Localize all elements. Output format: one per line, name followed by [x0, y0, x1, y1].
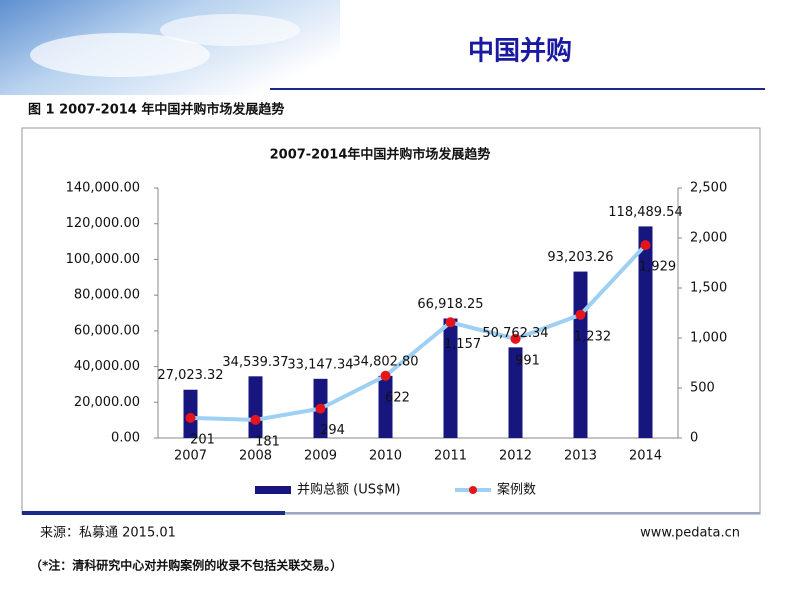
- cloud: [160, 14, 300, 46]
- y2-tick-label: 1,500: [690, 281, 727, 296]
- y-tick-label: 40,000.00: [74, 359, 140, 374]
- line-marker: [575, 309, 586, 320]
- data-label: 27,023.32: [157, 368, 223, 383]
- x-tick-label: 2009: [304, 449, 337, 464]
- data-label: 1,232: [574, 329, 611, 344]
- y-tick-label: 60,000.00: [74, 323, 140, 338]
- data-label: 66,918.25: [417, 297, 483, 312]
- data-label: 294: [320, 423, 345, 438]
- line-marker: [445, 317, 456, 328]
- x-tick-label: 2007: [174, 449, 207, 464]
- legend-label: 并购总额 (US$M): [297, 482, 401, 498]
- line: [190, 243, 647, 422]
- y-tick-label: 0.00: [111, 431, 140, 446]
- y2-tick-label: 2,000: [690, 231, 727, 246]
- data-label: 93,203.26: [547, 250, 613, 265]
- line-marker: [185, 412, 196, 423]
- data-label: 1,929: [639, 260, 676, 275]
- bar: [573, 271, 588, 438]
- data-label: 622: [385, 390, 410, 405]
- data-label: 201: [190, 432, 215, 447]
- website: www.pedata.cn: [640, 526, 740, 541]
- data-label: 33,147.34: [287, 357, 353, 372]
- line-marker: [315, 403, 326, 414]
- cloud: [30, 33, 210, 77]
- line-marker: [510, 333, 521, 344]
- legend-swatch: [469, 486, 477, 494]
- line-marker: [250, 414, 261, 425]
- chart-title: 2007-2014年中国并购市场发展趋势: [270, 147, 491, 163]
- bar: [248, 376, 263, 438]
- bar: [508, 347, 523, 438]
- legend-label: 案例数: [497, 483, 536, 498]
- note: （*注：清科研究中心对并购案例的收录不包括关联交易。）: [30, 558, 342, 573]
- x-tick-label: 2008: [239, 449, 272, 464]
- bar: [443, 318, 458, 438]
- y2-tick-label: 2,500: [690, 181, 727, 196]
- slide-title: 中国并购: [468, 36, 572, 67]
- data-label: 1,157: [444, 337, 481, 352]
- figure-caption: 图 1 2007-2014 年中国并购市场发展趋势: [28, 102, 284, 118]
- line-marker: [380, 370, 391, 381]
- bar: [378, 375, 393, 438]
- data-label: 118,489.54: [608, 205, 682, 220]
- y-tick-label: 80,000.00: [74, 288, 140, 303]
- y2-tick-label: 500: [690, 381, 715, 396]
- y2-tick-label: 1,000: [690, 331, 727, 346]
- y-tick-label: 140,000.00: [66, 181, 140, 196]
- legend-swatch: [255, 486, 291, 494]
- data-label: 181: [255, 434, 280, 449]
- x-tick-label: 2010: [369, 449, 402, 464]
- line-marker: [640, 240, 651, 251]
- data-label: 991: [515, 353, 540, 368]
- x-tick-label: 2012: [499, 449, 532, 464]
- data-label: 50,762.34: [482, 326, 548, 341]
- data-label: 34,802.80: [352, 354, 418, 369]
- plot: 0.00 20,000.00 40,000.00 60,000.00 80,000.00…: [66, 181, 728, 498]
- source: 来源：私募通 2015.01: [40, 526, 176, 541]
- y2-tick-label: 0: [690, 431, 698, 446]
- y-tick-label: 100,000.00: [66, 252, 140, 267]
- data-label: 34,539.37: [222, 355, 288, 370]
- y-tick-label: 120,000.00: [66, 216, 140, 231]
- y-tick-label: 20,000.00: [74, 395, 140, 410]
- bar: [638, 226, 653, 438]
- x-tick-label: 2014: [629, 449, 662, 464]
- x-tick-label: 2013: [564, 449, 597, 464]
- x-tick-label: 2011: [434, 449, 467, 464]
- chart-frame: [21, 127, 761, 515]
